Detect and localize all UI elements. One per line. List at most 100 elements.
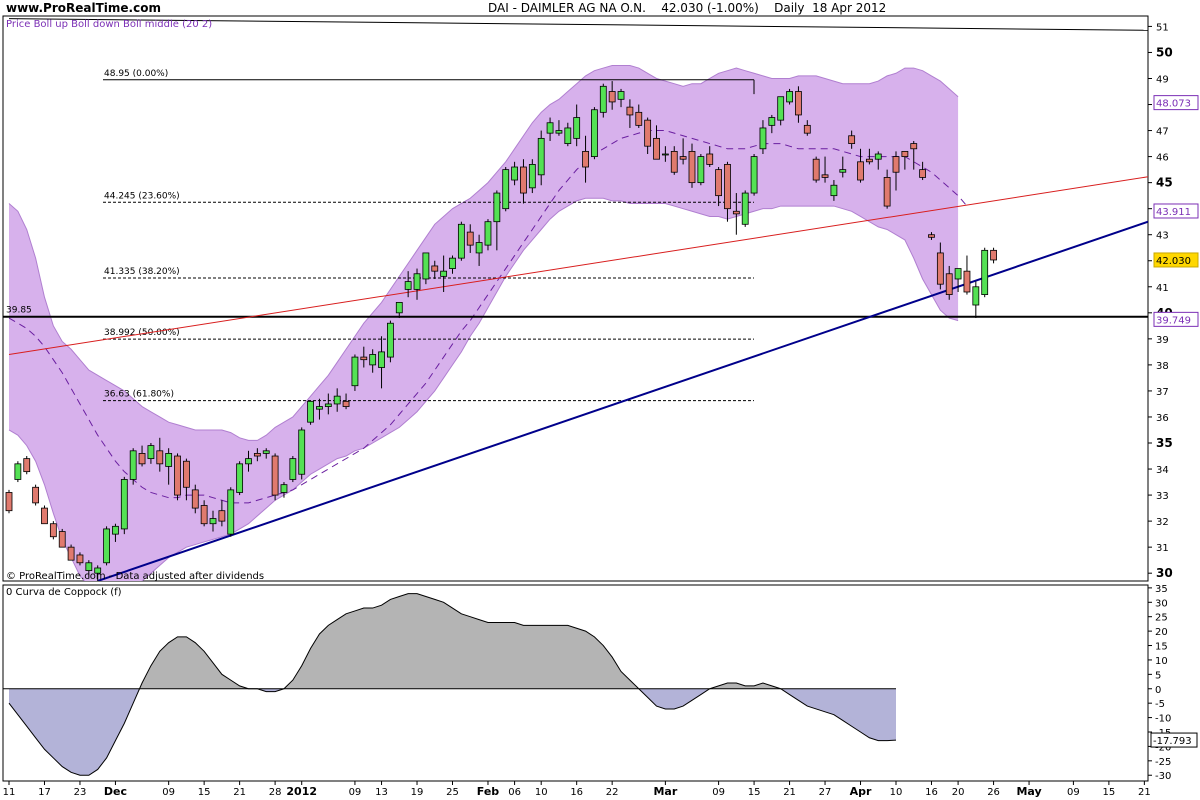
candle [191,484,199,514]
candle [617,88,625,108]
price-y-tick-label: 50 [1156,45,1173,59]
candle [528,159,536,194]
candle-body [449,257,456,269]
candle-body [360,356,368,361]
candle-body [528,164,536,189]
price-y-tick-label: 32 [1156,517,1169,528]
candle-body [484,221,492,246]
candle-body [768,117,776,126]
candle-body [262,450,270,454]
candle [324,393,332,415]
candle [165,448,173,485]
x-axis-tick-label: 21 [1138,787,1151,798]
candle [821,156,829,183]
candle-body [537,137,545,176]
candle [378,336,385,389]
x-axis-tick-label: 15 [1103,787,1116,798]
candle-body [174,455,181,496]
data-footer: © ProRealTime.com - Data adjusted after … [6,571,264,582]
candle [670,146,678,175]
candle [901,150,909,170]
candle [972,281,980,319]
x-axis-tick-label: 09 [712,787,725,798]
x-axis-tick-label: 15 [198,787,211,798]
candle-body [750,156,758,194]
candle-body [67,546,75,561]
candle-body [901,150,909,157]
candle-body [981,249,989,295]
candle-body [839,169,847,173]
price-value-label: 48.073 [1156,99,1191,110]
candle-body [679,156,687,160]
candle-body [573,117,581,139]
candle [85,560,93,579]
candle [591,107,598,160]
candle-body [227,489,235,535]
x-axis-tick-label: May [1016,785,1041,798]
candle-body [857,161,864,181]
candle [147,443,155,464]
candle-body [23,458,31,473]
candle [156,437,164,472]
candle [413,268,421,300]
candle-body [218,510,226,522]
price-value-marker: 39.749 [1153,311,1199,327]
candle [564,122,572,147]
candle [422,252,430,285]
candle-body [138,453,146,465]
instrument-title: DAI - DAIMLER AG NA O.N. 42.030 (-1.00%)… [488,1,887,15]
x-axis-tick-label: Mar [653,785,677,798]
x-axis-tick-label: 25 [446,787,459,798]
fib-level-label: 48.95 (0.00%) [104,69,168,79]
candle [236,461,244,496]
candle [706,146,714,168]
candle [262,448,270,459]
candle [697,153,705,186]
candle-body [431,265,439,272]
x-axis-tick-label: 17 [38,787,51,798]
oscillator-legend: 0 Curva de Coppock (f) [6,587,122,598]
candle-body [910,143,918,150]
candle [298,427,306,480]
candle [883,169,891,209]
candle [395,302,403,319]
candle-body [395,302,403,314]
candle [910,140,918,170]
candle-body [253,453,261,457]
candle [945,265,953,300]
candle-body [103,528,110,564]
candle-body [936,252,944,285]
candle [449,255,456,274]
candle [537,130,545,186]
candle [661,146,669,162]
candle-body [511,166,518,181]
candle [333,388,341,412]
candle [732,193,740,235]
candle [431,260,439,279]
candle [990,247,997,264]
x-axis-tick-label: 09 [349,787,362,798]
candle [41,505,48,525]
candle [387,320,394,363]
candle [759,120,767,154]
candle-body [661,153,669,156]
candle-body [342,400,350,407]
candle-body [945,273,953,295]
oscillator-plot [3,593,897,776]
price-y-tick-label: 30 [1156,566,1173,580]
candle-body [14,463,22,480]
coppock-value-marker: -17.793 [1150,732,1198,748]
candle-body [333,395,341,405]
candle [280,482,288,498]
site-name[interactable]: www.ProRealTime.com [6,1,161,15]
candle-body [972,286,980,306]
coppock-value-box [1150,732,1198,748]
candle [635,104,643,128]
x-axis-tick-label: 06 [508,787,521,798]
x-axis-tick-label: 21 [233,787,246,798]
candle [271,453,279,501]
candle-body [129,450,137,480]
price-y-tick-label: 46 [1156,153,1169,164]
candle [76,552,84,566]
candle-body [883,177,891,207]
